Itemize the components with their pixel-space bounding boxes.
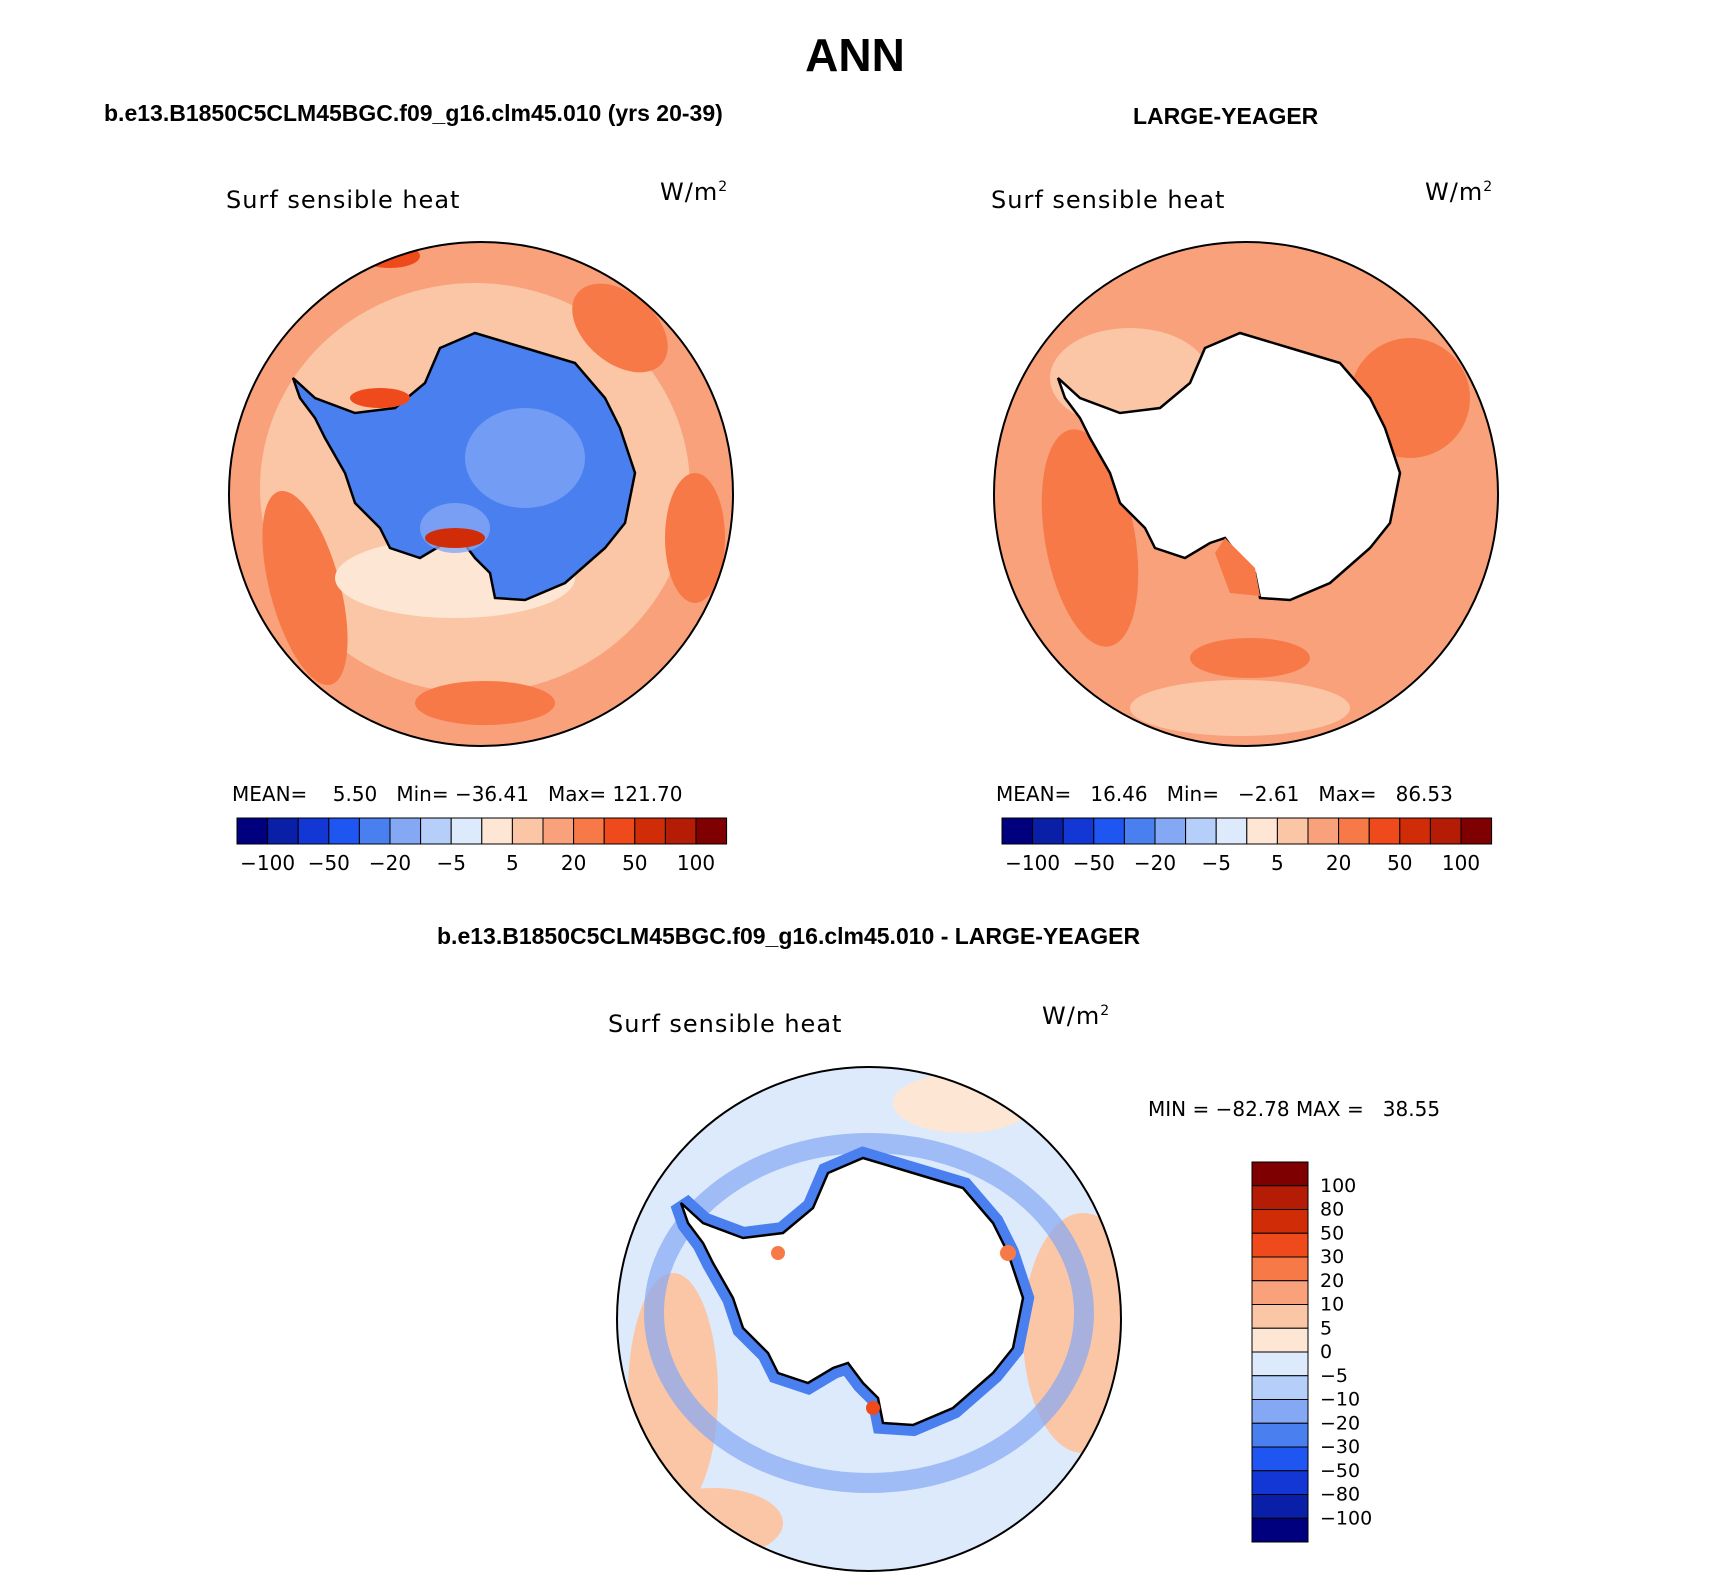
colorbar-swatch <box>1251 1446 1309 1472</box>
colorbar-model: −100 −50 −20 −5 5 20 50 100 <box>236 817 728 875</box>
colorbar-swatch <box>1429 817 1462 845</box>
colorbar-swatch <box>634 817 666 845</box>
colorbar-tick-label: 50 <box>1320 1222 1344 1244</box>
variable-label-obs: Surf sensible heat <box>991 186 1226 214</box>
colorbar-swatch <box>1368 817 1401 845</box>
colorbar-tick-label: 20 <box>561 851 586 875</box>
colorbar-swatch <box>1251 1470 1309 1495</box>
colorbar-swatch <box>1251 1304 1309 1329</box>
colorbar-tick-label: −50 <box>1320 1460 1360 1482</box>
colorbar-swatch <box>1399 817 1431 845</box>
colorbar-swatch <box>1251 1351 1309 1377</box>
colorbar-tick-label: −50 <box>1073 851 1115 875</box>
colorbar-swatch <box>1276 817 1309 845</box>
colorbar-swatch <box>664 817 697 845</box>
colorbar-tick-label: 50 <box>622 851 647 875</box>
panel-heading-obs: LARGE-YEAGER <box>1133 103 1319 129</box>
colorbar-swatch <box>1001 817 1034 845</box>
polar-map-model <box>228 241 734 747</box>
colorbar-swatch <box>542 817 575 845</box>
colorbar-tick-label: 20 <box>1320 1270 1344 1292</box>
panel-heading-diff: b.e13.B1850C5CLM45BGC.f09_g16.clm45.010 … <box>437 923 1141 949</box>
units-label-obs: W/m2 <box>1425 178 1494 206</box>
colorbar-tick-label: 100 <box>1320 1175 1356 1197</box>
antarctica-outline-obs <box>1056 331 1402 602</box>
colorbar-tick-label: −5 <box>436 851 465 875</box>
colorbar-tick-label: 5 <box>1271 851 1284 875</box>
colorbar-tick-label: 50 <box>1387 851 1412 875</box>
colorbar-tick-label: −20 <box>1134 851 1176 875</box>
colorbar-tick-label: 10 <box>1320 1294 1344 1316</box>
colorbar-swatch <box>389 817 422 845</box>
colorbar-tick-label: 5 <box>1320 1317 1332 1339</box>
colorbar-swatch <box>1246 817 1278 845</box>
colorbar-swatch <box>297 817 330 845</box>
variable-label-model: Surf sensible heat <box>226 186 461 214</box>
colorbar-tick-label: 80 <box>1320 1199 1344 1221</box>
colorbar-swatch <box>1251 1327 1309 1353</box>
colorbar-swatch <box>328 817 360 845</box>
colorbar-tick-label: 30 <box>1320 1246 1344 1268</box>
colorbar-tick-label: −80 <box>1320 1484 1360 1506</box>
colorbar-tick-label: −50 <box>308 851 350 875</box>
variable-label-diff: Surf sensible heat <box>608 1010 843 1038</box>
colorbar-swatch <box>1185 817 1217 845</box>
colorbar-tick-label: −100 <box>1320 1507 1372 1529</box>
colorbar-swatch <box>1338 817 1370 845</box>
colorbar-tick-label: −20 <box>369 851 411 875</box>
stats-model: MEAN= 5.50 Min= −36.41 Max= 121.70 <box>232 782 683 806</box>
colorbar-swatch <box>1251 1494 1309 1519</box>
colorbar-swatch <box>603 817 636 845</box>
colorbar-tick-label: 100 <box>677 851 715 875</box>
colorbar-obs: −100 −50 −20 −5 5 20 50 100 <box>1001 817 1493 875</box>
colorbar-swatch <box>1251 1256 1309 1282</box>
colorbar-swatch <box>1251 1399 1309 1424</box>
units-label-diff: W/m2 <box>1042 1002 1111 1030</box>
polar-map-obs <box>993 241 1499 747</box>
colorbar-swatch <box>1251 1232 1309 1258</box>
panel-heading-model: b.e13.B1850C5CLM45BGC.f09_g16.clm45.010 … <box>104 100 723 126</box>
units-label-model: W/m2 <box>660 178 729 206</box>
colorbar-tick-label: −100 <box>240 851 295 875</box>
colorbar-tick-label: −5 <box>1201 851 1230 875</box>
colorbar-swatch <box>1062 817 1095 845</box>
colorbar-swatch <box>1251 1209 1309 1234</box>
colorbar-swatch <box>1032 817 1064 845</box>
colorbar-tick-label: −100 <box>1005 851 1060 875</box>
colorbar-swatch <box>1251 1280 1309 1305</box>
colorbar-swatch <box>1215 817 1248 845</box>
minmax-diff: MIN = −82.78 MAX = 38.55 <box>1148 1097 1441 1121</box>
colorbar-swatch <box>1251 1517 1309 1543</box>
colorbar-swatch <box>1460 817 1493 845</box>
colorbar-swatch <box>1251 1422 1309 1448</box>
figure-title: ANN <box>805 29 905 81</box>
colorbar-swatch <box>358 817 391 845</box>
colorbar-swatch <box>1251 1375 1309 1400</box>
colorbar-tick-label: 100 <box>1442 851 1480 875</box>
colorbar-swatch <box>511 817 544 845</box>
polar-map-diff <box>616 1066 1122 1572</box>
colorbar-swatch <box>267 817 299 845</box>
colorbar-tick-label: −20 <box>1320 1412 1360 1434</box>
colorbar-swatch <box>420 817 452 845</box>
colorbar-swatch <box>573 817 605 845</box>
colorbar-swatch <box>236 817 269 845</box>
colorbar-swatch <box>1251 1185 1309 1210</box>
colorbar-tick-label: 20 <box>1326 851 1351 875</box>
colorbar-swatch <box>1123 817 1156 845</box>
colorbar-swatch <box>1307 817 1340 845</box>
colorbar-swatch <box>481 817 513 845</box>
colorbar-swatch <box>1093 817 1125 845</box>
colorbar-tick-label: −30 <box>1320 1436 1360 1458</box>
colorbar-swatch <box>1251 1161 1309 1187</box>
colorbar-tick-label: −10 <box>1320 1389 1360 1411</box>
colorbar-swatch <box>1154 817 1187 845</box>
colorbar-swatch <box>695 817 728 845</box>
stats-obs: MEAN= 16.46 Min= −2.61 Max= 86.53 <box>996 782 1453 806</box>
colorbar-tick-label: 0 <box>1320 1341 1332 1363</box>
colorbar-tick-label: −5 <box>1320 1365 1348 1387</box>
colorbar-tick-label: 5 <box>506 851 519 875</box>
colorbar-swatch <box>450 817 483 845</box>
